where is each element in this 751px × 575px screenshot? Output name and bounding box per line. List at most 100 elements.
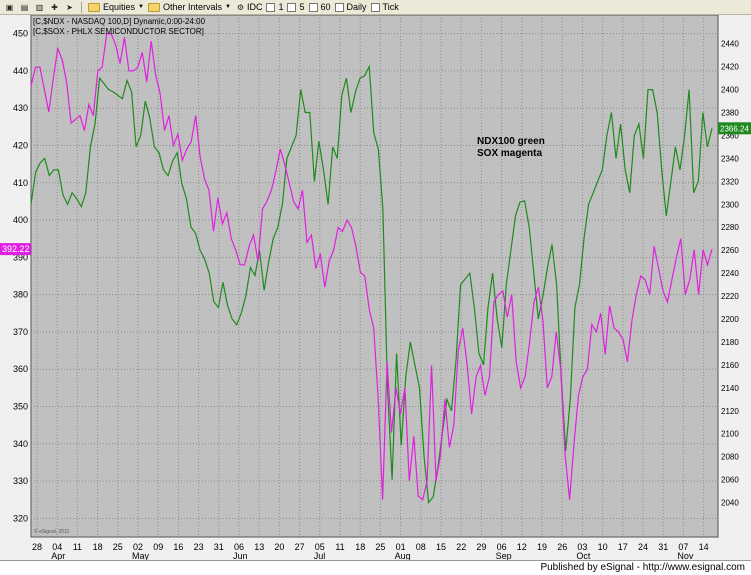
x-tick-label: 09 bbox=[153, 542, 163, 552]
right-tick-label: 2440 bbox=[721, 40, 739, 49]
left-axis-panel bbox=[0, 15, 31, 560]
price-chart[interactable]: 320 330 340 350 360 370 380 390 400 410 420 430 440 4… bbox=[0, 15, 751, 560]
left-tick-label: 400 bbox=[13, 215, 28, 225]
x-tick-label: 25 bbox=[375, 542, 385, 552]
x-axis: 28 04 11 18 25 02 09 16 23 31 06 13 20 27 05 11 18 25 01 08… bbox=[32, 542, 709, 552]
series-lines bbox=[30, 33, 713, 505]
right-tick-label: 2200 bbox=[721, 315, 739, 324]
interval-5-button[interactable]: 5 bbox=[287, 2, 305, 12]
right-tick-label: 2060 bbox=[721, 476, 739, 485]
left-tick-label: 360 bbox=[13, 364, 28, 374]
print-icon[interactable]: ▥ bbox=[35, 2, 44, 12]
other-intervals-dropdown[interactable]: Other Intervals ▼ bbox=[147, 2, 231, 12]
right-tick-label: 2420 bbox=[721, 63, 739, 72]
right-tick-label: 2320 bbox=[721, 177, 739, 186]
chevron-down-icon: ▼ bbox=[225, 4, 231, 10]
x-tick-label: 23 bbox=[194, 542, 204, 552]
interval-5-label: 5 bbox=[299, 2, 305, 12]
daily-button[interactable]: Daily bbox=[334, 2, 367, 12]
left-tick-label: 420 bbox=[13, 141, 28, 151]
left-tick-label: 380 bbox=[13, 290, 28, 300]
x-tick-label: 15 bbox=[436, 542, 446, 552]
left-tick-label: 440 bbox=[13, 66, 28, 76]
x-tick-label: 18 bbox=[355, 542, 365, 552]
sox-last-value: 392.22 bbox=[2, 244, 30, 254]
x-tick-label: 25 bbox=[113, 542, 123, 552]
month-label: Nov bbox=[677, 551, 694, 560]
other-intervals-label: Other Intervals bbox=[162, 2, 223, 12]
footer: Published by eSignal - http://www.esigna… bbox=[0, 560, 751, 575]
left-tick-label: 340 bbox=[13, 439, 28, 449]
checkbox-icon bbox=[334, 2, 344, 12]
cursor-icon[interactable]: ➤ bbox=[66, 2, 73, 12]
x-tick-label: 06 bbox=[497, 542, 507, 552]
equities-label: Equities bbox=[103, 2, 136, 12]
toolbar: ▣ ▤ ▥ ✚ ➤ Equities ▼ Other Intervals ▼ ⚙… bbox=[0, 0, 751, 15]
last-value-tags: 392.22 2366.24 bbox=[0, 122, 751, 256]
month-label: Sep bbox=[496, 551, 512, 560]
sox-symbol-label: [C,$SOX - PHLX SEMICONDUCTOR SECTOR] bbox=[33, 27, 204, 36]
x-tick-label: 18 bbox=[93, 542, 103, 552]
x-tick-label: 27 bbox=[295, 542, 305, 552]
month-label: Oct bbox=[576, 551, 591, 560]
new-chart-icon[interactable]: ▣ bbox=[5, 2, 14, 12]
chevron-down-icon: ▼ bbox=[138, 4, 144, 10]
month-label: Jul bbox=[314, 551, 326, 560]
tick-button[interactable]: Tick bbox=[370, 2, 399, 12]
right-axis-panel bbox=[718, 15, 751, 560]
month-label: Jun bbox=[233, 551, 248, 560]
x-tick-label: 11 bbox=[335, 542, 344, 552]
daily-label: Daily bbox=[346, 2, 367, 12]
sox-series-line bbox=[30, 33, 713, 501]
toolbar-separator bbox=[81, 1, 82, 13]
x-tick-label: 08 bbox=[416, 542, 426, 552]
right-tick-label: 2380 bbox=[721, 109, 739, 118]
folder-icon bbox=[147, 2, 160, 12]
right-tick-label: 2340 bbox=[721, 154, 739, 163]
x-tick-label: 03 bbox=[577, 542, 587, 552]
x-tick-label: 20 bbox=[274, 542, 284, 552]
annotation-line-2: SOX magenta bbox=[477, 148, 542, 159]
x-tick-label: 29 bbox=[476, 542, 486, 552]
right-tick-label: 2160 bbox=[721, 361, 739, 370]
ndx-series-line bbox=[30, 64, 713, 505]
left-tick-label: 410 bbox=[13, 178, 28, 188]
x-tick-label: 10 bbox=[598, 542, 608, 552]
left-tick-label: 370 bbox=[13, 327, 28, 337]
left-tick-label: 450 bbox=[13, 29, 28, 39]
left-tick-label: 330 bbox=[13, 476, 28, 486]
x-tick-label: 28 bbox=[32, 542, 42, 552]
interval-60-button[interactable]: 60 bbox=[308, 2, 331, 12]
x-tick-label: 17 bbox=[618, 542, 628, 552]
folder-icon bbox=[88, 2, 100, 12]
gear-icon: ⚙ bbox=[236, 2, 245, 12]
interval-1-button[interactable]: 1 bbox=[266, 2, 283, 12]
watermark: © eSignal, 2011 bbox=[34, 528, 70, 535]
x-tick-label: 24 bbox=[638, 542, 648, 552]
checkbox-icon bbox=[287, 2, 297, 12]
x-tick-label: 13 bbox=[254, 542, 264, 552]
right-tick-label: 2360 bbox=[721, 131, 739, 140]
equities-dropdown[interactable]: Equities ▼ bbox=[88, 2, 144, 12]
idc-label: IDC bbox=[246, 2, 263, 12]
interval-1-label: 1 bbox=[278, 2, 284, 12]
x-tick-label: 31 bbox=[214, 542, 224, 552]
add-icon[interactable]: ✚ bbox=[51, 2, 58, 12]
interval-60-label: 60 bbox=[320, 2, 331, 12]
x-tick-label: 16 bbox=[173, 542, 183, 552]
open-icon[interactable]: ▤ bbox=[20, 2, 29, 12]
left-tick-label: 430 bbox=[13, 103, 28, 113]
month-label: Apr bbox=[51, 551, 65, 560]
tick-label: Tick bbox=[382, 2, 399, 12]
annotation-line-1: NDX100 green bbox=[477, 136, 545, 147]
ndx-last-value: 2366.24 bbox=[720, 124, 749, 133]
x-tick-label: 06 bbox=[234, 542, 244, 552]
month-label: Aug bbox=[395, 551, 411, 560]
idc-button[interactable]: ⚙ IDC bbox=[235, 2, 263, 13]
right-tick-label: 2080 bbox=[721, 453, 739, 462]
ndx-symbol-label: [C,$NDX - NASDAQ 100,D] Dynamic,0:00-24:… bbox=[33, 17, 206, 26]
x-tick-label: 19 bbox=[537, 542, 547, 552]
x-tick-label: 26 bbox=[557, 542, 567, 552]
right-tick-label: 2040 bbox=[721, 499, 739, 508]
checkbox-icon bbox=[266, 2, 276, 12]
